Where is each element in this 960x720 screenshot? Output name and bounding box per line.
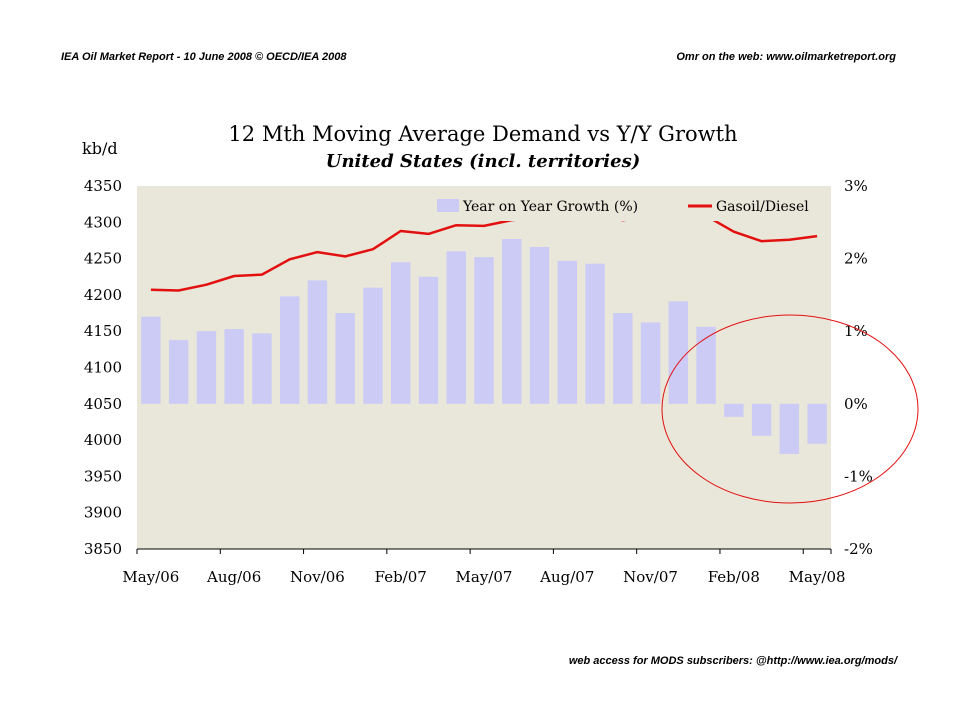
growth-bar xyxy=(557,260,577,404)
y-tick-left: 4150 xyxy=(84,322,122,340)
growth-bar xyxy=(751,403,772,436)
growth-bar xyxy=(307,280,328,404)
growth-bar xyxy=(224,329,244,404)
legend-line-label: Gasoil/Diesel xyxy=(716,199,809,215)
chart-title: 12 Mth Moving Average Demand vs Y/Y Grow… xyxy=(228,122,737,146)
x-tick-label: Aug/07 xyxy=(539,568,594,586)
report-header-right: Omr on the web: www.oilmarketreport.org xyxy=(676,51,896,63)
growth-bar xyxy=(446,251,466,404)
growth-bar xyxy=(668,301,689,404)
y-tick-right: -2% xyxy=(844,540,873,558)
legend-box xyxy=(423,192,825,221)
y-tick-right: 1% xyxy=(844,322,868,340)
y-tick-left: 3900 xyxy=(84,504,122,522)
y-tick-right: 3% xyxy=(844,177,868,195)
x-tick-label: May/06 xyxy=(122,568,179,586)
y-tick-right: 2% xyxy=(844,250,868,268)
growth-bar xyxy=(252,333,272,404)
x-tick-label: May/07 xyxy=(456,568,513,586)
report-footer: web access for MODS subscribers: @http:/… xyxy=(568,655,897,667)
growth-bar xyxy=(474,257,494,404)
highlight-ellipse xyxy=(661,314,919,504)
growth-bar xyxy=(391,262,411,404)
x-tick-label: Aug/06 xyxy=(206,568,261,586)
y-tick-left: 4250 xyxy=(84,250,122,268)
y-tick-left: 3850 xyxy=(84,540,122,558)
chart-subtitle: United States (incl. territories) xyxy=(326,151,640,172)
growth-bar xyxy=(279,296,300,404)
y-tick-left: 3950 xyxy=(84,467,122,485)
y-tick-left: 4100 xyxy=(84,359,122,377)
growth-bar xyxy=(335,313,355,404)
growth-bar xyxy=(363,287,383,404)
growth-bar xyxy=(418,276,439,404)
growth-bar xyxy=(613,313,633,404)
y-axis-left-label: kb/d xyxy=(82,139,118,158)
growth-bar xyxy=(502,238,522,404)
y-tick-right: 0% xyxy=(844,395,868,413)
growth-bar xyxy=(696,326,716,404)
growth-bar xyxy=(779,403,800,454)
legend-bar-label: Year on Year Growth (%) xyxy=(462,199,638,215)
y-tick-right: -1% xyxy=(844,467,873,485)
x-tick-label: Nov/07 xyxy=(623,568,678,586)
x-tick-label: Feb/07 xyxy=(375,568,427,586)
growth-bar xyxy=(585,263,605,404)
growth-bar xyxy=(141,316,161,404)
growth-bar xyxy=(724,403,744,417)
growth-bar xyxy=(168,339,189,404)
growth-bar xyxy=(807,403,827,444)
x-tick-label: Feb/08 xyxy=(708,568,760,586)
x-tick-label: May/08 xyxy=(789,568,846,586)
x-tick-label: Nov/06 xyxy=(290,568,345,586)
legend-bar-swatch xyxy=(437,199,459,212)
growth-bar xyxy=(640,322,661,404)
growth-bar xyxy=(196,331,217,404)
report-header-left: IEA Oil Market Report - 10 June 2008 © O… xyxy=(61,51,347,63)
y-tick-left: 4350 xyxy=(84,177,122,195)
y-tick-left: 4000 xyxy=(84,431,122,449)
legend: Year on Year Growth (%) Gasoil/Diesel xyxy=(423,192,825,221)
y-tick-left: 4050 xyxy=(84,395,122,413)
y-tick-left: 4300 xyxy=(84,213,122,231)
y-tick-left: 4200 xyxy=(84,286,122,304)
growth-bar xyxy=(529,246,550,404)
